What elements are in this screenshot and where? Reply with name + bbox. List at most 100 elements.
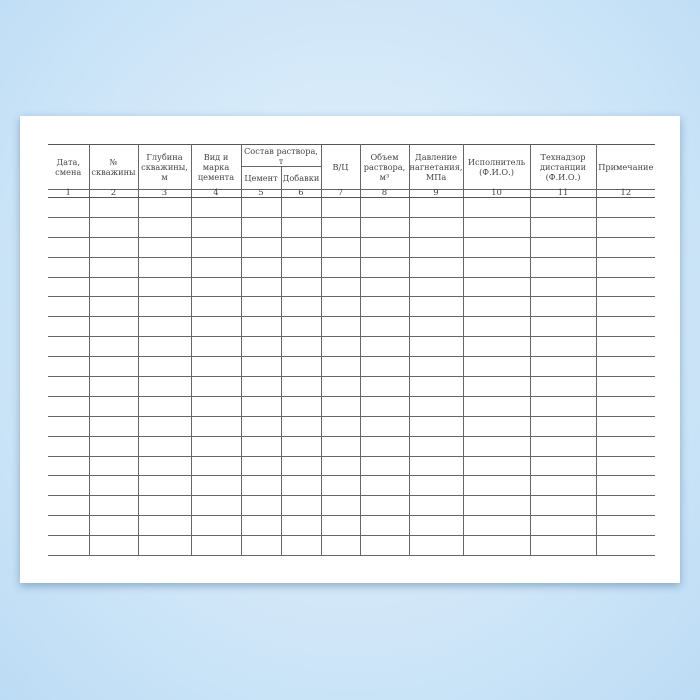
table-cell <box>529 435 597 457</box>
table-cell <box>280 197 322 218</box>
table-cell <box>529 356 597 378</box>
table-cell <box>359 236 410 258</box>
table-cell <box>88 435 139 457</box>
table-cell <box>190 495 242 517</box>
table-cell <box>359 515 410 537</box>
table-cell <box>595 435 656 457</box>
table-cell <box>320 276 361 298</box>
table-cell <box>595 376 656 397</box>
table-cell <box>595 495 656 517</box>
table-cell <box>240 495 282 517</box>
table-cell <box>280 435 322 457</box>
column-number: 9 <box>408 189 464 198</box>
table-cell <box>280 475 322 497</box>
table-cell <box>280 296 322 318</box>
table-cell <box>408 296 464 318</box>
table-cell <box>595 356 656 378</box>
table-cell <box>359 435 410 457</box>
table-cell <box>280 216 322 238</box>
table-cell <box>529 256 597 278</box>
table-cell <box>529 415 597 437</box>
table-cell <box>359 356 410 378</box>
table-cell <box>190 455 242 477</box>
table-cell <box>408 515 464 537</box>
table-cell <box>529 296 597 318</box>
table-cell <box>462 495 531 517</box>
table-cell <box>280 236 322 258</box>
column-number: 2 <box>88 189 139 198</box>
table-row <box>48 356 656 378</box>
table-cell <box>462 216 531 238</box>
table-cell <box>359 197 410 218</box>
table-cell <box>320 475 361 497</box>
table-row <box>48 495 656 517</box>
table-row <box>48 316 656 338</box>
table-cell <box>48 535 90 557</box>
table-cell <box>240 356 282 378</box>
table-cell <box>190 535 242 557</box>
table-cell <box>240 336 282 358</box>
table-cell <box>190 256 242 278</box>
table-cell <box>408 376 464 397</box>
column-number: 3 <box>137 189 192 198</box>
table-cell <box>529 316 597 338</box>
table-cell <box>88 515 139 537</box>
table-row <box>48 296 656 318</box>
table-cell <box>529 535 597 557</box>
table-cell <box>408 415 464 437</box>
table-cell <box>320 296 361 318</box>
table-cell <box>462 376 531 397</box>
table-cell <box>48 356 90 378</box>
table-cell <box>240 395 282 417</box>
table-cell <box>408 216 464 238</box>
header-well-number: № скважины <box>88 144 139 190</box>
header-pressure: Давление нагнетания, МПа <box>408 144 464 190</box>
table-cell <box>408 197 464 218</box>
table-cell <box>137 316 192 338</box>
table-cell <box>320 356 361 378</box>
table-row <box>48 376 656 397</box>
table-cell <box>48 435 90 457</box>
table-cell <box>48 256 90 278</box>
table-cell <box>190 415 242 437</box>
table-cell <box>408 356 464 378</box>
table-cell <box>190 336 242 358</box>
table-cell <box>320 515 361 537</box>
table-row <box>48 395 656 417</box>
table-cell <box>137 356 192 378</box>
table-cell <box>88 376 139 397</box>
table-cell <box>137 197 192 218</box>
table-cell <box>137 236 192 258</box>
table-cell <box>190 296 242 318</box>
header-note: Примечание <box>595 144 656 190</box>
table-cell <box>359 495 410 517</box>
table-cell <box>408 535 464 557</box>
table-cell <box>595 475 656 497</box>
table-cell <box>462 535 531 557</box>
table-cell <box>529 376 597 397</box>
table-cell <box>280 336 322 358</box>
table-cell <box>280 535 322 557</box>
table-cell <box>529 395 597 417</box>
table-cell <box>529 197 597 218</box>
table-cell <box>190 316 242 338</box>
table-cell <box>240 535 282 557</box>
table-cell <box>48 515 90 537</box>
table-cell <box>280 455 322 477</box>
table-cell <box>529 336 597 358</box>
header-wc-ratio: В/Ц <box>320 144 361 190</box>
table-cell <box>190 435 242 457</box>
table-cell <box>88 256 139 278</box>
table-cell <box>462 515 531 537</box>
table-cell <box>320 415 361 437</box>
table-row <box>48 535 656 557</box>
table-cell <box>240 236 282 258</box>
table-cell <box>240 197 282 218</box>
table-cell <box>88 475 139 497</box>
table-cell <box>88 216 139 238</box>
table-cell <box>529 495 597 517</box>
table-cell <box>190 475 242 497</box>
table-cell <box>280 515 322 537</box>
table-cell <box>137 336 192 358</box>
table-cell <box>359 415 410 437</box>
